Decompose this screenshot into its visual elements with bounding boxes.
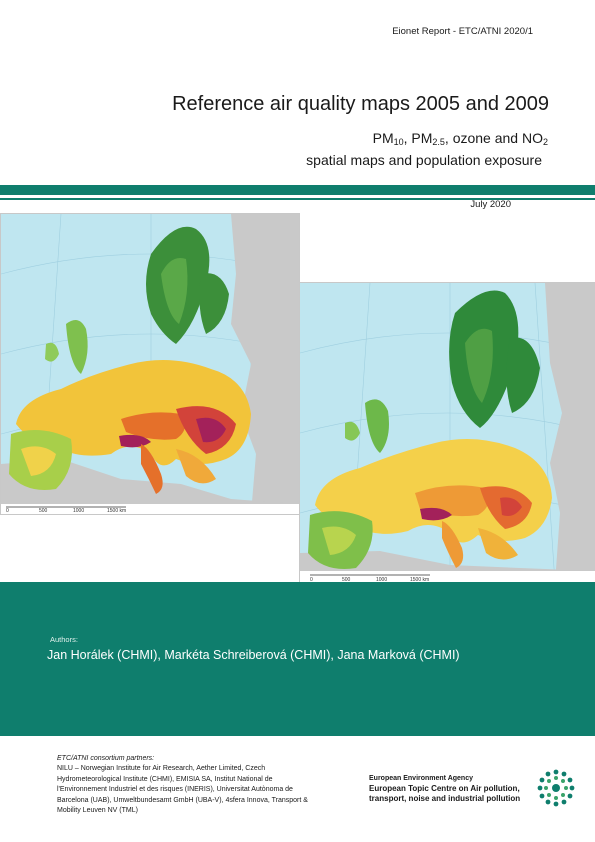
scale-label: 1000 — [376, 577, 387, 583]
header-divider — [0, 185, 595, 195]
partners-title: ETC/ATNI consortium partners: — [57, 755, 155, 762]
report-date: July 2020 — [470, 199, 511, 210]
etc-label: European Topic Centre on Air pollution, … — [369, 784, 529, 804]
report-subtitle-topic: spatial maps and population exposure — [306, 152, 542, 168]
scale-label: 1000 — [73, 508, 84, 514]
report-title: Reference air quality maps 2005 and 2009 — [172, 93, 549, 115]
scale-label: 500 — [342, 577, 351, 583]
report-subtitle-pollutants: PM10, PM2.5, ozone and NO2 — [372, 130, 548, 147]
eea-label: European Environment Agency — [369, 775, 473, 782]
authors-label: Authors: — [50, 635, 78, 644]
partners-text: NILU – Norwegian Institute for Air Resea… — [57, 765, 308, 814]
etc-logo-icon — [537, 769, 575, 807]
scale-label: 0 — [310, 577, 313, 583]
scale-label: 1500 km — [410, 577, 429, 583]
authors-names: Jan Horálek (CHMI), Markéta Schreiberová… — [47, 648, 460, 662]
etc-line-1: European Topic Centre on Air pollution, — [369, 784, 520, 793]
scale-label: 500 — [39, 508, 48, 514]
scale-label: 1500 km — [107, 508, 126, 514]
europe-map-2005: 0 500 1000 1500 km — [0, 213, 300, 515]
scale-label: 0 — [6, 508, 9, 514]
etc-line-2: transport, noise and industrial pollutio… — [369, 794, 521, 803]
europe-map-2009: 0 500 1000 1500 km — [299, 282, 595, 584]
authors-band — [0, 582, 595, 736]
header-divider-thin — [0, 198, 595, 200]
report-id: Eionet Report - ETC/ATNI 2020/1 — [392, 26, 533, 37]
